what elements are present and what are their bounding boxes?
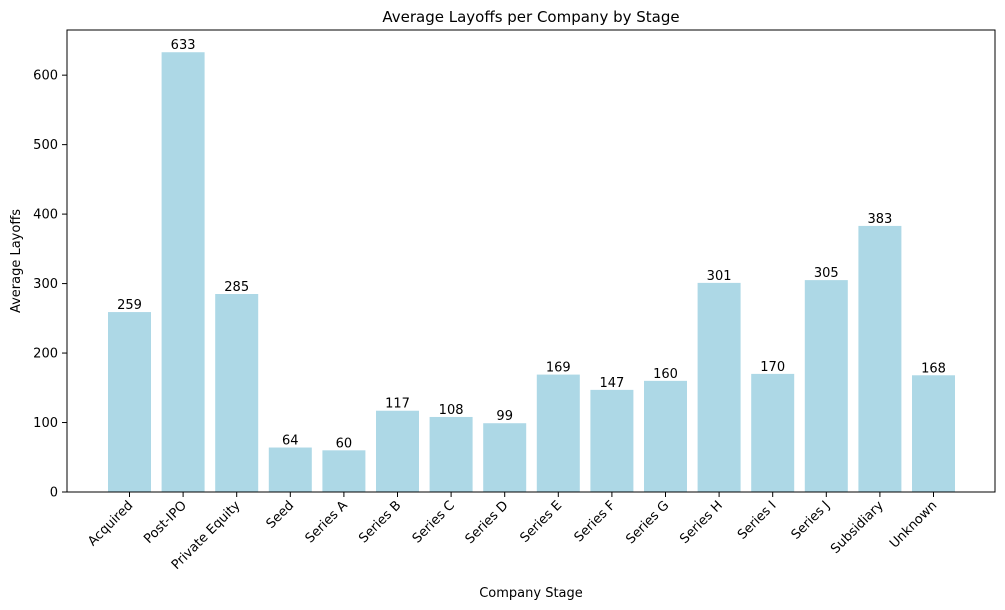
bar-value-label: 147 [599, 376, 624, 391]
x-tick-label: Series G [623, 498, 672, 547]
bar-value-label: 383 [867, 212, 892, 227]
bar-value-label: 170 [760, 360, 785, 375]
y-tick-label: 200 [33, 347, 58, 362]
y-axis: 0 100 200 300 400 500 600 [33, 69, 67, 501]
bars-group [108, 52, 955, 493]
bar-value-label: 301 [707, 269, 732, 284]
y-tick-label: 400 [33, 208, 58, 223]
bar-value-label: 108 [439, 403, 464, 418]
bar-value-label: 99 [496, 409, 513, 424]
x-tick-label: Series H [677, 498, 726, 547]
bar-series-d [483, 423, 527, 492]
bar-series-e [536, 374, 580, 492]
bar-value-label: 168 [921, 361, 946, 376]
x-tick-label: Series A [303, 498, 351, 546]
bar-value-label: 259 [117, 298, 142, 313]
x-tick-label: Unknown [887, 498, 940, 551]
bar-series-a [322, 450, 366, 492]
x-tick-label: Acquired [85, 498, 136, 549]
bar-value-label: 169 [546, 361, 571, 376]
bar-post-ipo [161, 52, 205, 493]
y-tick-label: 500 [33, 138, 58, 153]
bar-subsidiary [858, 225, 902, 493]
bar-value-label: 64 [282, 434, 299, 449]
chart-title: Average Layoffs per Company by Stage [382, 8, 679, 26]
y-tick-label: 100 [33, 416, 58, 431]
bar-unknown [912, 375, 955, 492]
bar-value-label: 633 [171, 38, 196, 53]
x-tick-label: Post-IPO [141, 498, 190, 547]
bar-value-label: 285 [224, 280, 249, 295]
bar-series-g [644, 380, 687, 492]
x-tick-label: Series E [518, 498, 566, 546]
bar-labels-group: 259 633 285 64 60 117 108 99 169 147 160 301 170 305 3… [117, 38, 946, 451]
bar-value-label: 117 [385, 397, 410, 412]
y-axis-label: Average Layoffs [9, 209, 24, 313]
bar-seed [268, 447, 312, 492]
bar-value-label: 160 [653, 367, 678, 382]
y-tick-label: 600 [33, 69, 58, 84]
x-tick-label: Series I [735, 498, 780, 543]
x-tick-label: Series C [410, 498, 458, 546]
bar-series-i [751, 373, 795, 492]
bar-private-equity [215, 294, 259, 492]
x-tick-label: Seed [264, 498, 298, 532]
bar-value-label: 305 [814, 266, 839, 281]
x-tick-label: Subsidiary [828, 498, 887, 557]
bar-value-label: 60 [336, 436, 353, 451]
x-tick-label: Series J [789, 498, 834, 543]
bar-series-j [804, 280, 848, 492]
bar-series-h [697, 282, 741, 492]
bar-series-f [590, 389, 634, 492]
y-tick-label: 0 [50, 486, 58, 501]
x-tick-label: Series D [463, 498, 512, 547]
x-tick-label: Series B [356, 498, 404, 546]
bar-acquired [108, 312, 151, 492]
x-tick-label: Series F [572, 498, 619, 545]
plot-frame [66, 29, 996, 493]
bar-series-b [376, 410, 419, 492]
x-axis-label: Company Stage [479, 586, 583, 601]
bar-series-c [429, 416, 473, 492]
y-tick-label: 300 [33, 277, 58, 292]
